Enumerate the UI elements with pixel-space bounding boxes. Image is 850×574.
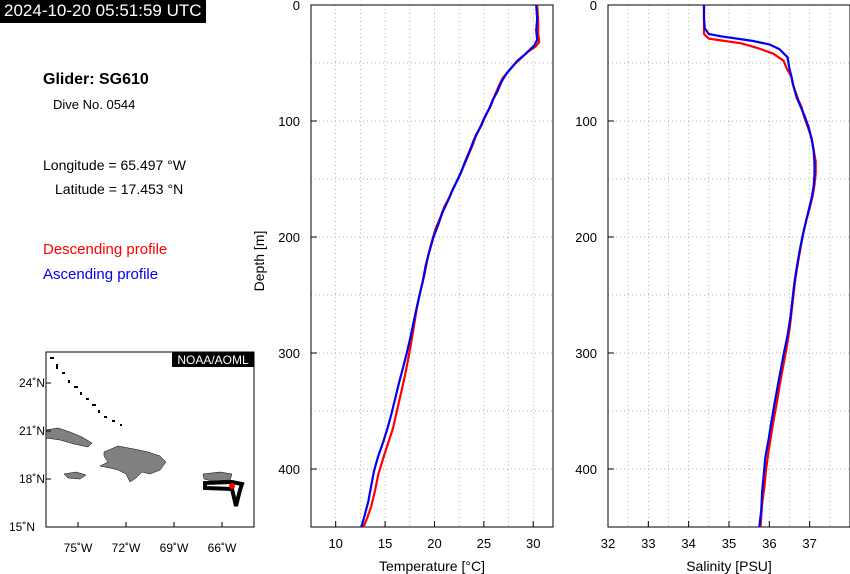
glider-name: Glider: SG610 bbox=[43, 71, 149, 88]
map-lon-tick: 69˚W bbox=[160, 541, 189, 555]
location-map: NOAA/AOML 24˚N 21˚N 18˚N 15˚N 75˚W 72˚W … bbox=[9, 351, 255, 555]
y-tick-label: 400 bbox=[575, 462, 597, 477]
ascending-profile-line bbox=[702, 5, 816, 528]
x-tick-label: 36 bbox=[762, 536, 776, 551]
x-axis-label: Temperature [°C] bbox=[379, 558, 485, 574]
salinity-profile-chart: 32 33 34 35 36 37 0 100 200 300 400 Salinity [PSU] bbox=[575, 0, 850, 574]
latitude-readout: Latitude = 17.453 °N bbox=[55, 181, 184, 197]
x-tick-label: 20 bbox=[427, 536, 441, 551]
hispaniola-landmass bbox=[99, 445, 167, 483]
legend-ascending: Ascending profile bbox=[43, 266, 159, 283]
x-tick-label: 32 bbox=[601, 536, 615, 551]
map-credit: NOAA/AOML bbox=[177, 353, 249, 367]
map-lon-tick: 72˚W bbox=[112, 541, 141, 555]
y-tick-label: 100 bbox=[278, 114, 300, 129]
y-tick-label: 300 bbox=[575, 346, 597, 361]
map-lat-tick: 21˚N bbox=[19, 424, 45, 438]
jamaica-landmass bbox=[63, 471, 87, 480]
x-tick-label: 37 bbox=[802, 536, 816, 551]
map-lat-ticks: 24˚N 21˚N 18˚N 15˚N bbox=[9, 376, 51, 534]
y-tick-label: 100 bbox=[575, 114, 597, 129]
y-tick-label: 400 bbox=[278, 462, 300, 477]
map-lat-tick: 24˚N bbox=[19, 376, 45, 390]
bahamas-islands bbox=[50, 357, 122, 426]
cuba-landmass bbox=[45, 427, 93, 448]
x-tick-label: 30 bbox=[526, 536, 540, 551]
legend-descending: Descending profile bbox=[43, 241, 168, 258]
map-lat-tick: 18˚N bbox=[19, 472, 45, 486]
map-lat-tick: 15˚N bbox=[9, 520, 35, 534]
y-axis-label: Depth [m] bbox=[251, 231, 267, 292]
x-tick-label: 15 bbox=[378, 536, 392, 551]
x-tick-label: 35 bbox=[722, 536, 736, 551]
x-tick-label: 10 bbox=[328, 536, 342, 551]
glider-position-marker bbox=[229, 483, 235, 489]
descending-profile-line bbox=[362, 4, 541, 528]
x-tick-label: 25 bbox=[477, 536, 491, 551]
descending-profile-line bbox=[702, 5, 817, 528]
y-tick-label: 200 bbox=[575, 230, 597, 245]
x-tick-label: 33 bbox=[641, 536, 655, 551]
puerto-rico-landmass bbox=[202, 471, 233, 482]
y-tick-label: 200 bbox=[278, 230, 300, 245]
map-lon-tick: 66˚W bbox=[208, 541, 237, 555]
x-tick-label: 34 bbox=[681, 536, 695, 551]
glider-track bbox=[203, 479, 245, 507]
x-axis-label: Salinity [PSU] bbox=[686, 558, 772, 574]
y-tick-label: 300 bbox=[278, 346, 300, 361]
map-lon-ticks: 75˚W 72˚W 69˚W 66˚W bbox=[64, 522, 237, 555]
ascending-profile-line bbox=[360, 4, 539, 528]
timestamp-label: 2024-10-20 05:51:59 UTC bbox=[0, 0, 206, 23]
plot-frame bbox=[310, 4, 554, 528]
y-tick-label: 0 bbox=[293, 0, 300, 13]
map-lon-tick: 75˚W bbox=[64, 541, 93, 555]
dive-number: Dive No. 0544 bbox=[53, 97, 136, 112]
y-tick-label: 0 bbox=[590, 0, 597, 13]
longitude-readout: Longitude = 65.497 °W bbox=[43, 157, 186, 173]
